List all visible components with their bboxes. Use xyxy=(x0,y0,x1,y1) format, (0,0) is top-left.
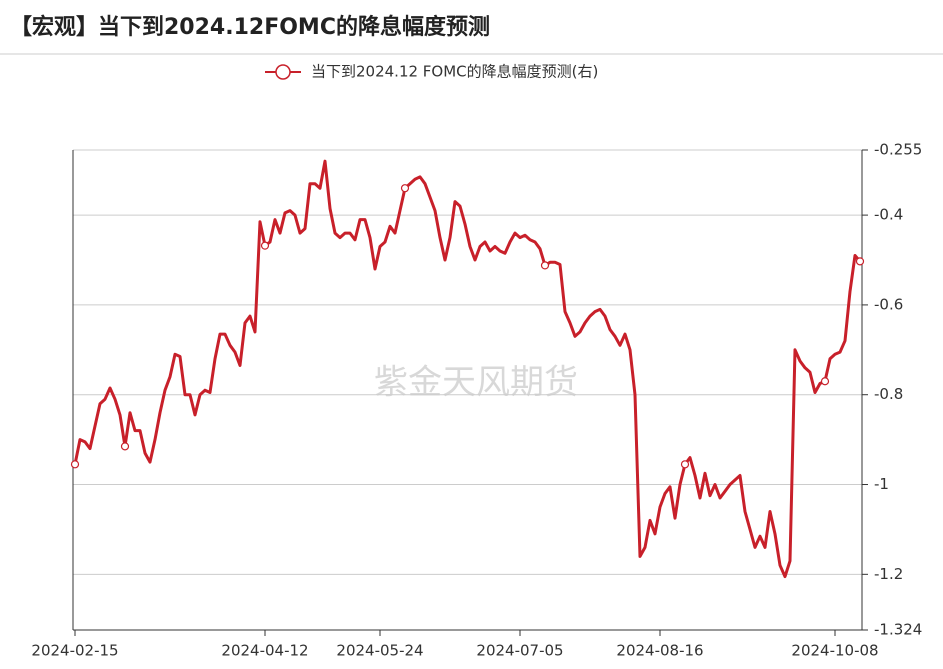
legend-label: 当下到2024.12 FOMC的降息幅度预测(右) xyxy=(311,63,598,81)
series-marker xyxy=(680,460,690,469)
y-tick-label: -0.4 xyxy=(874,206,903,224)
series-marker xyxy=(260,241,270,250)
chart-title: 【宏观】当下到2024.12FOMC的降息幅度预测 xyxy=(10,14,490,40)
y-tick-label: -0.8 xyxy=(874,385,903,403)
series-line xyxy=(73,159,862,579)
x-tick-label: 2024-10-08 xyxy=(791,642,878,660)
series-marker xyxy=(120,442,130,451)
y-tick-label: -0.6 xyxy=(874,295,903,313)
x-tick-label: 2024-08-16 xyxy=(616,642,703,660)
x-tick-label: 2024-02-15 xyxy=(31,642,118,660)
series-marker xyxy=(400,184,410,193)
y-tick-label: -1 xyxy=(874,475,889,493)
series-marker xyxy=(70,460,80,469)
legend-marker xyxy=(275,64,291,80)
series-marker xyxy=(820,377,830,386)
y-tick-label: -0.255 xyxy=(874,141,922,159)
x-tick-label: 2024-04-12 xyxy=(221,642,308,660)
series-marker xyxy=(855,257,865,266)
y-tick-label: -1.324 xyxy=(874,621,922,639)
watermark: 紫金天风期货 xyxy=(374,363,578,403)
x-tick-label: 2024-07-05 xyxy=(476,642,563,660)
series-marker xyxy=(540,261,550,270)
y-tick-label: -1.2 xyxy=(874,565,903,583)
x-tick-label: 2024-05-24 xyxy=(336,642,423,660)
